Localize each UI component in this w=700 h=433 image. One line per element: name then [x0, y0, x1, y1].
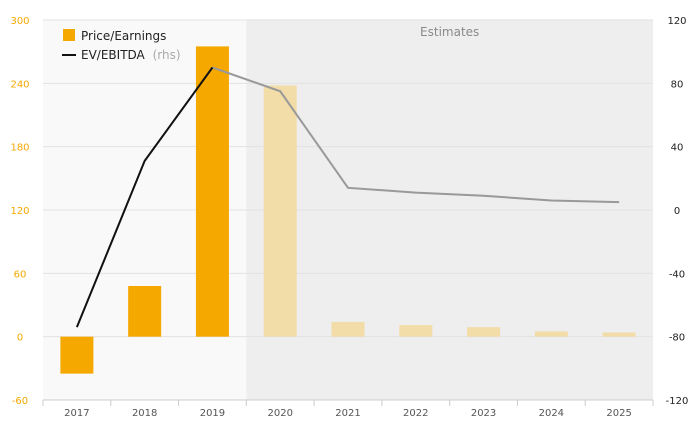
bar-2017	[60, 336, 94, 374]
left-tick-label: 0	[17, 333, 23, 344]
x-tick-label: 2018	[132, 408, 157, 419]
right-axis: -120 -80 -40 0 40 80 120	[666, 16, 689, 407]
right-tick-label: 120	[667, 16, 686, 27]
left-tick-label: 240	[10, 79, 29, 90]
x-tick-label: 2019	[200, 408, 225, 419]
legend-swatch-price-earnings	[63, 29, 75, 41]
line-series	[75, 66, 620, 328]
bar-2019	[195, 46, 229, 337]
left-axis: -60 0 60 120 180 240 300	[10, 16, 29, 407]
right-tick-label: -80	[669, 333, 685, 344]
legend-label-rhs: (rhs)	[153, 48, 181, 62]
bar-series	[60, 46, 636, 374]
x-tick-label: 2024	[539, 408, 564, 419]
x-tick-label: 2025	[606, 408, 631, 419]
bar-2020	[263, 85, 297, 337]
right-tick-label: 40	[671, 143, 684, 154]
x-tick-label: 2023	[471, 408, 496, 419]
legend: Price/Earnings EV/EBITDA (rhs)	[62, 29, 181, 62]
left-tick-label: 300	[10, 16, 29, 27]
ev-ebitda-line-actual	[75, 66, 214, 328]
legend-label-ev-ebitda-row: EV/EBITDA (rhs)	[81, 48, 181, 62]
right-tick-label: -40	[669, 269, 685, 280]
right-tick-label: 0	[674, 206, 680, 217]
x-axis: 2017 2018 2019 2020 2021 2022 2023 2024 2025	[42, 400, 654, 419]
left-tick-label: 120	[10, 206, 29, 217]
legend-label-price-earnings: Price/Earnings	[81, 29, 166, 43]
x-tick-label: 2017	[64, 408, 89, 419]
bar-2022	[399, 325, 433, 337]
left-tick-label: 180	[10, 143, 29, 154]
bar-2023	[467, 327, 501, 337]
bar-2024	[534, 331, 568, 337]
left-tick-label: 60	[14, 269, 27, 280]
right-tick-label: -120	[666, 396, 689, 407]
ev-ebitda-line-estimate	[212, 66, 620, 204]
right-tick-label: 80	[671, 79, 684, 90]
left-tick-label: -60	[12, 396, 28, 407]
x-tick-label: 2022	[403, 408, 428, 419]
x-tick-label: 2021	[335, 408, 360, 419]
bar-2025	[602, 332, 636, 337]
estimates-label: Estimates	[420, 25, 479, 39]
x-tick-label: 2020	[267, 408, 292, 419]
bar-2018	[128, 286, 162, 337]
bar-2021	[331, 321, 365, 337]
legend-label-ev-ebitda: EV/EBITDA	[81, 48, 146, 62]
